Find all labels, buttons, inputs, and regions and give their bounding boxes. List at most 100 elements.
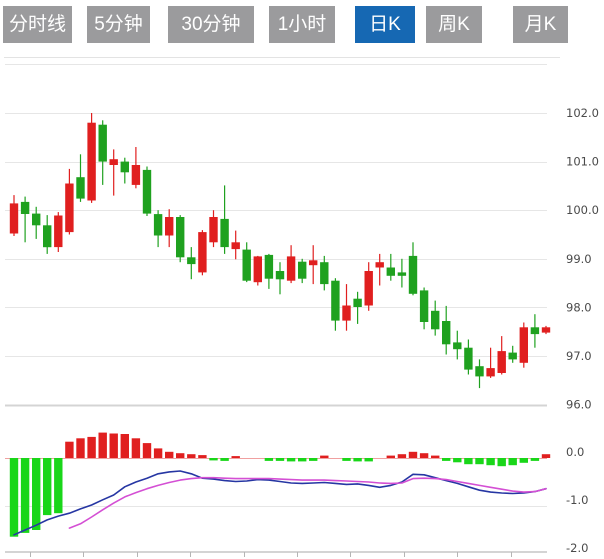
candle-body xyxy=(187,257,196,265)
candle-body xyxy=(32,213,41,226)
macd-bar xyxy=(43,458,52,516)
dea-polyline xyxy=(68,476,547,529)
macd-axis-label: -2.0 xyxy=(566,541,588,555)
macd-bar xyxy=(131,438,141,458)
candle-body xyxy=(153,214,163,236)
candle-body xyxy=(353,298,362,307)
price-axis-labels: 102.0 101.0 100.0 99.0 98.0 97.0 96.0 xyxy=(566,106,599,412)
candle-body xyxy=(109,159,118,165)
macd-bar xyxy=(386,455,395,458)
macd-bar xyxy=(32,458,41,530)
macd-axis-label: 0.0 xyxy=(566,445,584,459)
macd-bar xyxy=(298,458,307,462)
price-gridlines xyxy=(5,64,547,407)
macd-bar xyxy=(142,443,152,458)
macd-axis-labels: 0.0 -1.0 -2.0 xyxy=(566,445,588,555)
candle-body xyxy=(165,217,174,236)
tab-weekly-k[interactable]: 周K xyxy=(426,6,482,43)
candle-body xyxy=(20,201,30,214)
tab-1hour[interactable]: 1小时 xyxy=(269,6,335,43)
macd-bar xyxy=(109,433,118,458)
candle-body xyxy=(320,262,329,285)
macd-bar xyxy=(320,455,329,458)
candle-body xyxy=(286,256,296,281)
candle-body xyxy=(464,347,473,370)
macd-bar xyxy=(54,458,63,514)
macd-bar xyxy=(209,458,218,461)
candle-body xyxy=(541,327,551,333)
tab-time-share[interactable]: 分时线 xyxy=(3,6,72,43)
macd-bar xyxy=(176,453,185,458)
macd-bar xyxy=(497,458,506,467)
macd-axis-label: -1.0 xyxy=(566,493,588,507)
candle-body xyxy=(419,290,429,322)
candle-body xyxy=(309,260,318,266)
candle-body xyxy=(364,271,373,306)
macd-bar xyxy=(198,455,207,458)
tab-daily-k[interactable]: 日K xyxy=(355,6,415,43)
candle-body xyxy=(43,225,52,248)
candle-body xyxy=(120,161,129,173)
macd-bar xyxy=(397,454,407,458)
candle-body xyxy=(9,203,19,234)
candle-body xyxy=(65,183,74,233)
tabbar-separator xyxy=(4,57,560,58)
macd-bar xyxy=(353,458,362,462)
macd-bar xyxy=(264,458,274,461)
candle-body xyxy=(209,217,218,243)
tab-monthly-k[interactable]: 月K xyxy=(513,6,568,43)
price-axis-label: 96.0 xyxy=(566,398,592,412)
macd-bar xyxy=(408,451,418,458)
price-axis-label: 102.0 xyxy=(566,106,599,120)
macd-bar xyxy=(76,438,85,458)
macd-bar xyxy=(120,434,129,458)
candle-body xyxy=(431,310,440,330)
candle-body xyxy=(253,256,262,283)
price-axis-label: 97.0 xyxy=(566,349,592,363)
candle-body xyxy=(397,272,407,276)
candle-body xyxy=(131,165,141,185)
macd-bar xyxy=(87,436,96,458)
macd-bar xyxy=(530,458,540,461)
candle-body xyxy=(342,305,351,321)
macd-bar xyxy=(453,458,462,463)
candle-body xyxy=(519,327,528,363)
macd-bar xyxy=(342,458,351,461)
price-axis-label: 99.0 xyxy=(566,252,592,266)
candle-body xyxy=(442,321,451,345)
macd-bar xyxy=(475,458,484,465)
candle-body xyxy=(264,254,274,279)
macd-bar xyxy=(309,458,318,461)
candles xyxy=(9,113,551,389)
price-axis-label: 98.0 xyxy=(566,300,592,314)
macd-bar xyxy=(442,458,451,461)
candle-body xyxy=(98,124,107,162)
tab-30min[interactable]: 30分钟 xyxy=(168,6,254,43)
candle-body xyxy=(453,342,462,350)
candle-body xyxy=(386,267,395,276)
macd-histogram xyxy=(9,432,551,537)
tab-5min[interactable]: 5分钟 xyxy=(87,6,150,43)
macd-bar xyxy=(431,455,440,458)
macd-bar xyxy=(275,458,285,461)
candle-body xyxy=(530,327,540,335)
candle-body xyxy=(375,262,384,268)
macd-bar xyxy=(20,458,30,533)
candle-body xyxy=(486,368,495,377)
candle-body xyxy=(87,122,96,201)
candle-body xyxy=(508,352,517,360)
candle-body xyxy=(298,261,307,279)
macd-bar xyxy=(486,458,495,466)
candle-body xyxy=(475,366,484,377)
candle-body xyxy=(408,255,418,294)
candle-body xyxy=(176,217,185,258)
dea-line xyxy=(68,476,547,529)
candle-body xyxy=(76,177,85,199)
macd-bar xyxy=(519,458,528,463)
macd-bar xyxy=(187,454,196,458)
macd-bar xyxy=(98,432,107,458)
dif-polyline xyxy=(13,470,547,536)
candle-body xyxy=(220,218,229,248)
candle-body xyxy=(331,280,340,321)
